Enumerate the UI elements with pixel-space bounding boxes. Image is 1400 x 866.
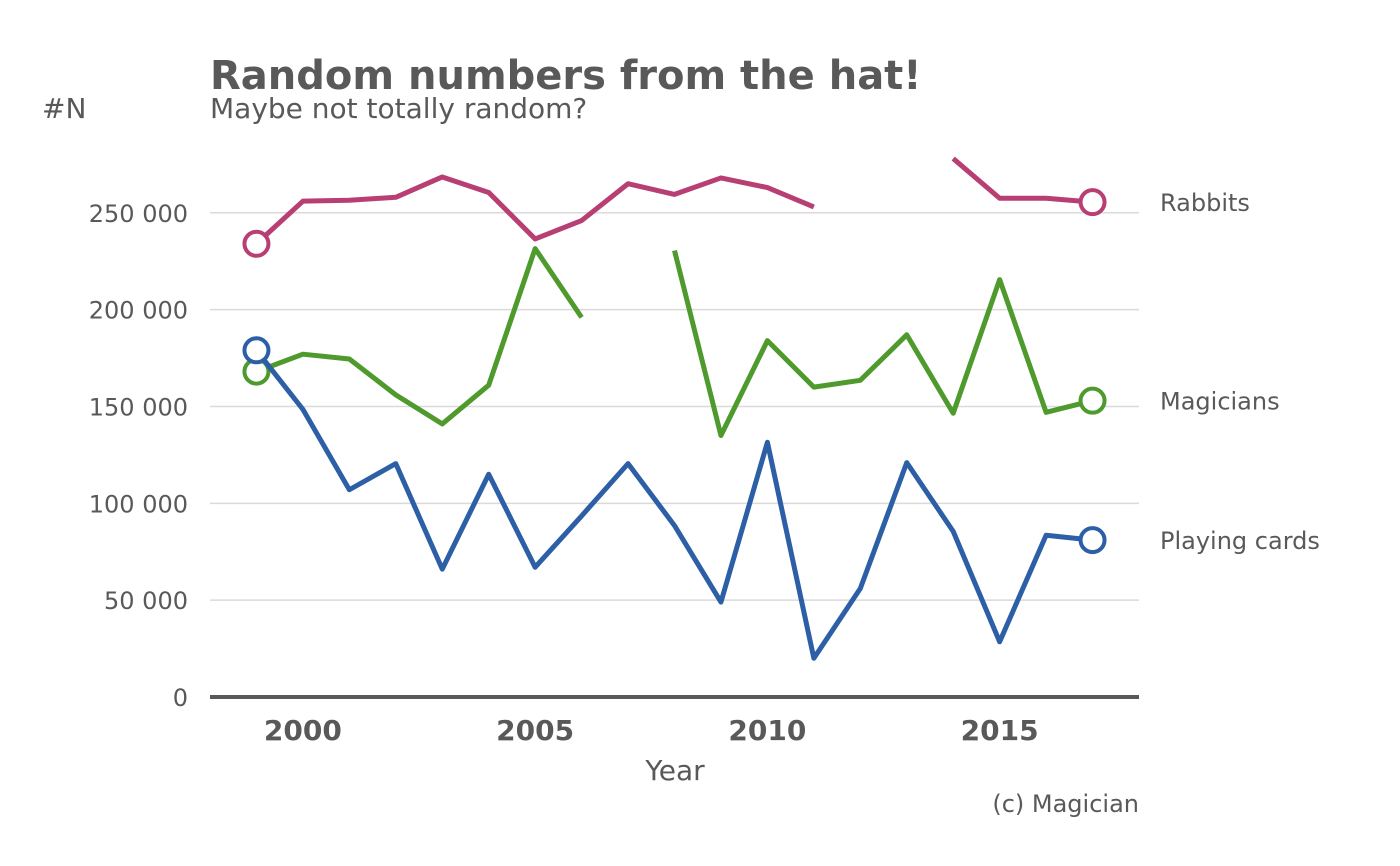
- series-label-rabbits: Rabbits: [1160, 189, 1250, 217]
- x-axis-ticks: 2000 2005 2010 2015: [264, 714, 1039, 747]
- series-line-rabbits: [254, 174, 815, 246]
- x-tick-label: 2015: [961, 714, 1039, 747]
- chart-caption: (c) Magician: [992, 790, 1139, 818]
- series-line-magicians: [255, 246, 584, 427]
- y-axis-label: #N: [42, 92, 86, 125]
- series-line-rabbits: [951, 156, 1093, 205]
- chart-title: Random numbers from the hat!: [210, 53, 922, 99]
- series-labels: Rabbits Magicians Playing cards: [1160, 189, 1320, 555]
- series-rabbits: [242, 156, 1107, 258]
- series-playing-cards: [242, 336, 1107, 661]
- series-lines: [242, 156, 1107, 661]
- x-tick-label: 2010: [728, 714, 806, 747]
- y-axis-ticks: 0 50 000 100 000 150 000 200 000 250 000: [89, 200, 188, 712]
- y-tick-label: 250 000: [89, 200, 188, 228]
- gridlines: [210, 212, 1139, 601]
- series-magicians: [242, 246, 1107, 439]
- series-line-magicians: [672, 249, 1094, 439]
- end-marker-rabbits: [1078, 188, 1107, 217]
- y-tick-label: 100 000: [89, 490, 188, 518]
- chart-subtitle: Maybe not totally random?: [210, 92, 587, 125]
- start-marker-rabbits: [242, 229, 271, 258]
- end-marker-playing-cards: [1078, 526, 1107, 555]
- x-axis-label: Year: [644, 754, 705, 787]
- y-tick-label: 150 000: [89, 393, 188, 421]
- y-tick-label: 0: [173, 684, 188, 712]
- series-label-playing-cards: Playing cards: [1160, 527, 1320, 555]
- start-marker-playing-cards: [242, 336, 271, 365]
- end-marker-magicians: [1078, 386, 1107, 415]
- x-tick-label: 2000: [264, 714, 342, 747]
- series-label-magicians: Magicians: [1160, 388, 1280, 416]
- series-line-playing-cards: [254, 348, 1093, 661]
- x-tick-label: 2005: [496, 714, 574, 747]
- y-tick-label: 200 000: [89, 297, 188, 325]
- y-tick-label: 50 000: [104, 587, 188, 615]
